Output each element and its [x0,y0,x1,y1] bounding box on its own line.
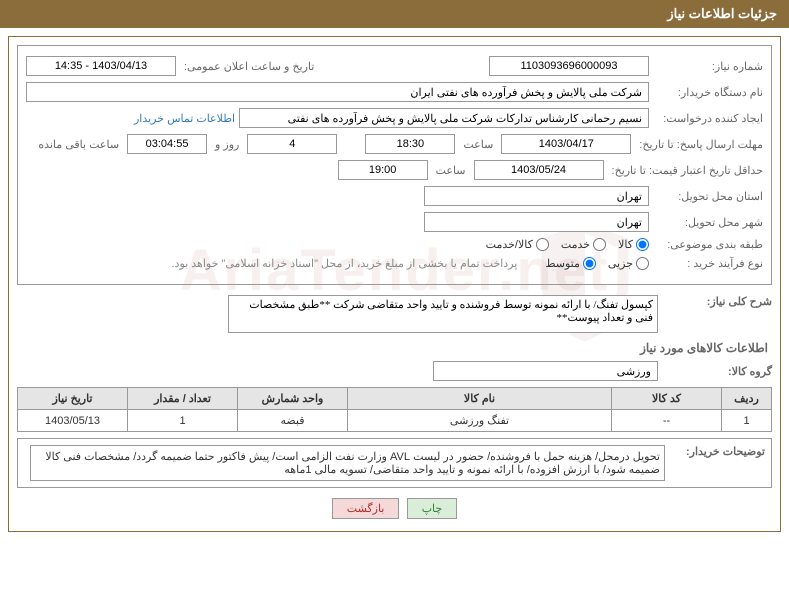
th-row: ردیف [722,388,772,410]
row-creator: ایجاد کننده درخواست: اطلاعات تماس خریدار [26,108,763,128]
province-input[interactable] [424,186,649,206]
cell-code: -- [612,410,722,432]
buyer-org-label: نام دستگاه خریدار: [653,86,763,99]
goods-table: ردیف کد کالا نام کالا واحد شمارش تعداد /… [17,387,772,432]
category-radio-group: کالا خدمت کالا/خدمت [486,238,649,251]
radio-service[interactable]: خدمت [561,238,606,251]
cell-unit: قبضه [238,410,348,432]
summary-textarea[interactable] [228,295,658,333]
radio-minor[interactable]: جزیی [608,257,649,270]
goods-group-input[interactable] [433,361,658,381]
validity-time-input[interactable] [338,160,428,180]
city-label: شهر محل تحویل: [653,216,763,229]
deadline-time-input[interactable] [365,134,455,154]
province-label: استان محل تحویل: [653,190,763,203]
table-row: 1 -- تفنگ ورزشی قبضه 1 1403/05/13 [18,410,772,432]
countdown-input[interactable] [127,134,207,154]
buyer-desc-label: توضیحات خریدار: [665,445,765,458]
button-row: چاپ بازگشت [17,498,772,519]
th-code: کد کالا [612,388,722,410]
buyer-desc-box: توضیحات خریدار: تحویل درمحل/ هزینه حمل ب… [17,438,772,488]
creator-label: ایجاد کننده درخواست: [653,112,763,125]
days-input[interactable] [247,134,337,154]
days-label: روز و [211,138,243,151]
row-buyer-org: نام دستگاه خریدار: [26,82,763,102]
time-label-2: ساعت [432,164,470,177]
deadline-date-input[interactable] [501,134,631,154]
process-radio-group: جزیی متوسط [545,257,649,270]
need-number-input[interactable] [489,56,649,76]
radio-goods-input[interactable] [636,238,649,251]
buyer-org-input[interactable] [26,82,649,102]
cell-row: 1 [722,410,772,432]
announce-input[interactable] [26,56,176,76]
radio-medium-input[interactable] [583,257,596,270]
main-panel: AriaTender.net شماره نیاز: تاریخ و ساعت … [8,36,781,532]
radio-both-input[interactable] [536,238,549,251]
category-label: طبقه بندی موضوعی: [653,238,763,251]
deadline-label: مهلت ارسال پاسخ: تا تاریخ: [635,138,763,151]
row-need-number: شماره نیاز: تاریخ و ساعت اعلان عمومی: [26,56,763,76]
th-qty: تعداد / مقدار [128,388,238,410]
cell-name: تفنگ ورزشی [348,410,612,432]
row-goods-group: گروه کالا: [17,361,772,381]
row-deadline: مهلت ارسال پاسخ: تا تاریخ: ساعت روز و سا… [26,134,763,154]
row-summary: شرح کلی نیاز: [17,295,772,333]
row-province: استان محل تحویل: [26,186,763,206]
contact-link[interactable]: اطلاعات تماس خریدار [134,112,235,125]
th-unit: واحد شمارش [238,388,348,410]
radio-minor-input[interactable] [636,257,649,270]
goods-info-title: اطلاعات کالاهای مورد نیاز [17,341,768,355]
row-city: شهر محل تحویل: [26,212,763,232]
goods-group-label: گروه کالا: [662,365,772,378]
need-number-label: شماره نیاز: [653,60,763,73]
cell-date: 1403/05/13 [18,410,128,432]
print-button[interactable]: چاپ [407,498,458,519]
back-button[interactable]: بازگشت [332,498,400,519]
buyer-desc-text: تحویل درمحل/ هزینه حمل با فروشنده/ حضور … [30,445,665,481]
radio-service-input[interactable] [593,238,606,251]
th-date: تاریخ نیاز [18,388,128,410]
row-process: نوع فرآیند خرید : جزیی متوسط پرداخت تمام… [26,257,763,270]
validity-date-input[interactable] [474,160,604,180]
remaining-label: ساعت باقی مانده [34,138,123,151]
details-box: شماره نیاز: تاریخ و ساعت اعلان عمومی: نا… [17,45,772,285]
process-label: نوع فرآیند خرید : [653,257,763,270]
th-name: نام کالا [348,388,612,410]
treasury-note: پرداخت تمام یا بخشی از مبلغ خرید، از محل… [172,257,518,270]
cell-qty: 1 [128,410,238,432]
page-header: جزئیات اطلاعات نیاز [0,0,789,28]
creator-input[interactable] [239,108,649,128]
radio-medium[interactable]: متوسط [545,257,596,270]
city-input[interactable] [424,212,649,232]
row-validity: حداقل تاریخ اعتبار قیمت: تا تاریخ: ساعت [26,160,763,180]
radio-both[interactable]: کالا/خدمت [486,238,549,251]
row-category: طبقه بندی موضوعی: کالا خدمت کالا/خدمت [26,238,763,251]
page-title: جزئیات اطلاعات نیاز [667,6,777,21]
time-label-1: ساعت [459,138,497,151]
announce-label: تاریخ و ساعت اعلان عمومی: [180,60,318,73]
radio-goods[interactable]: کالا [618,238,649,251]
summary-label: شرح کلی نیاز: [662,295,772,308]
table-header-row: ردیف کد کالا نام کالا واحد شمارش تعداد /… [18,388,772,410]
validity-label: حداقل تاریخ اعتبار قیمت: تا تاریخ: [608,164,763,177]
